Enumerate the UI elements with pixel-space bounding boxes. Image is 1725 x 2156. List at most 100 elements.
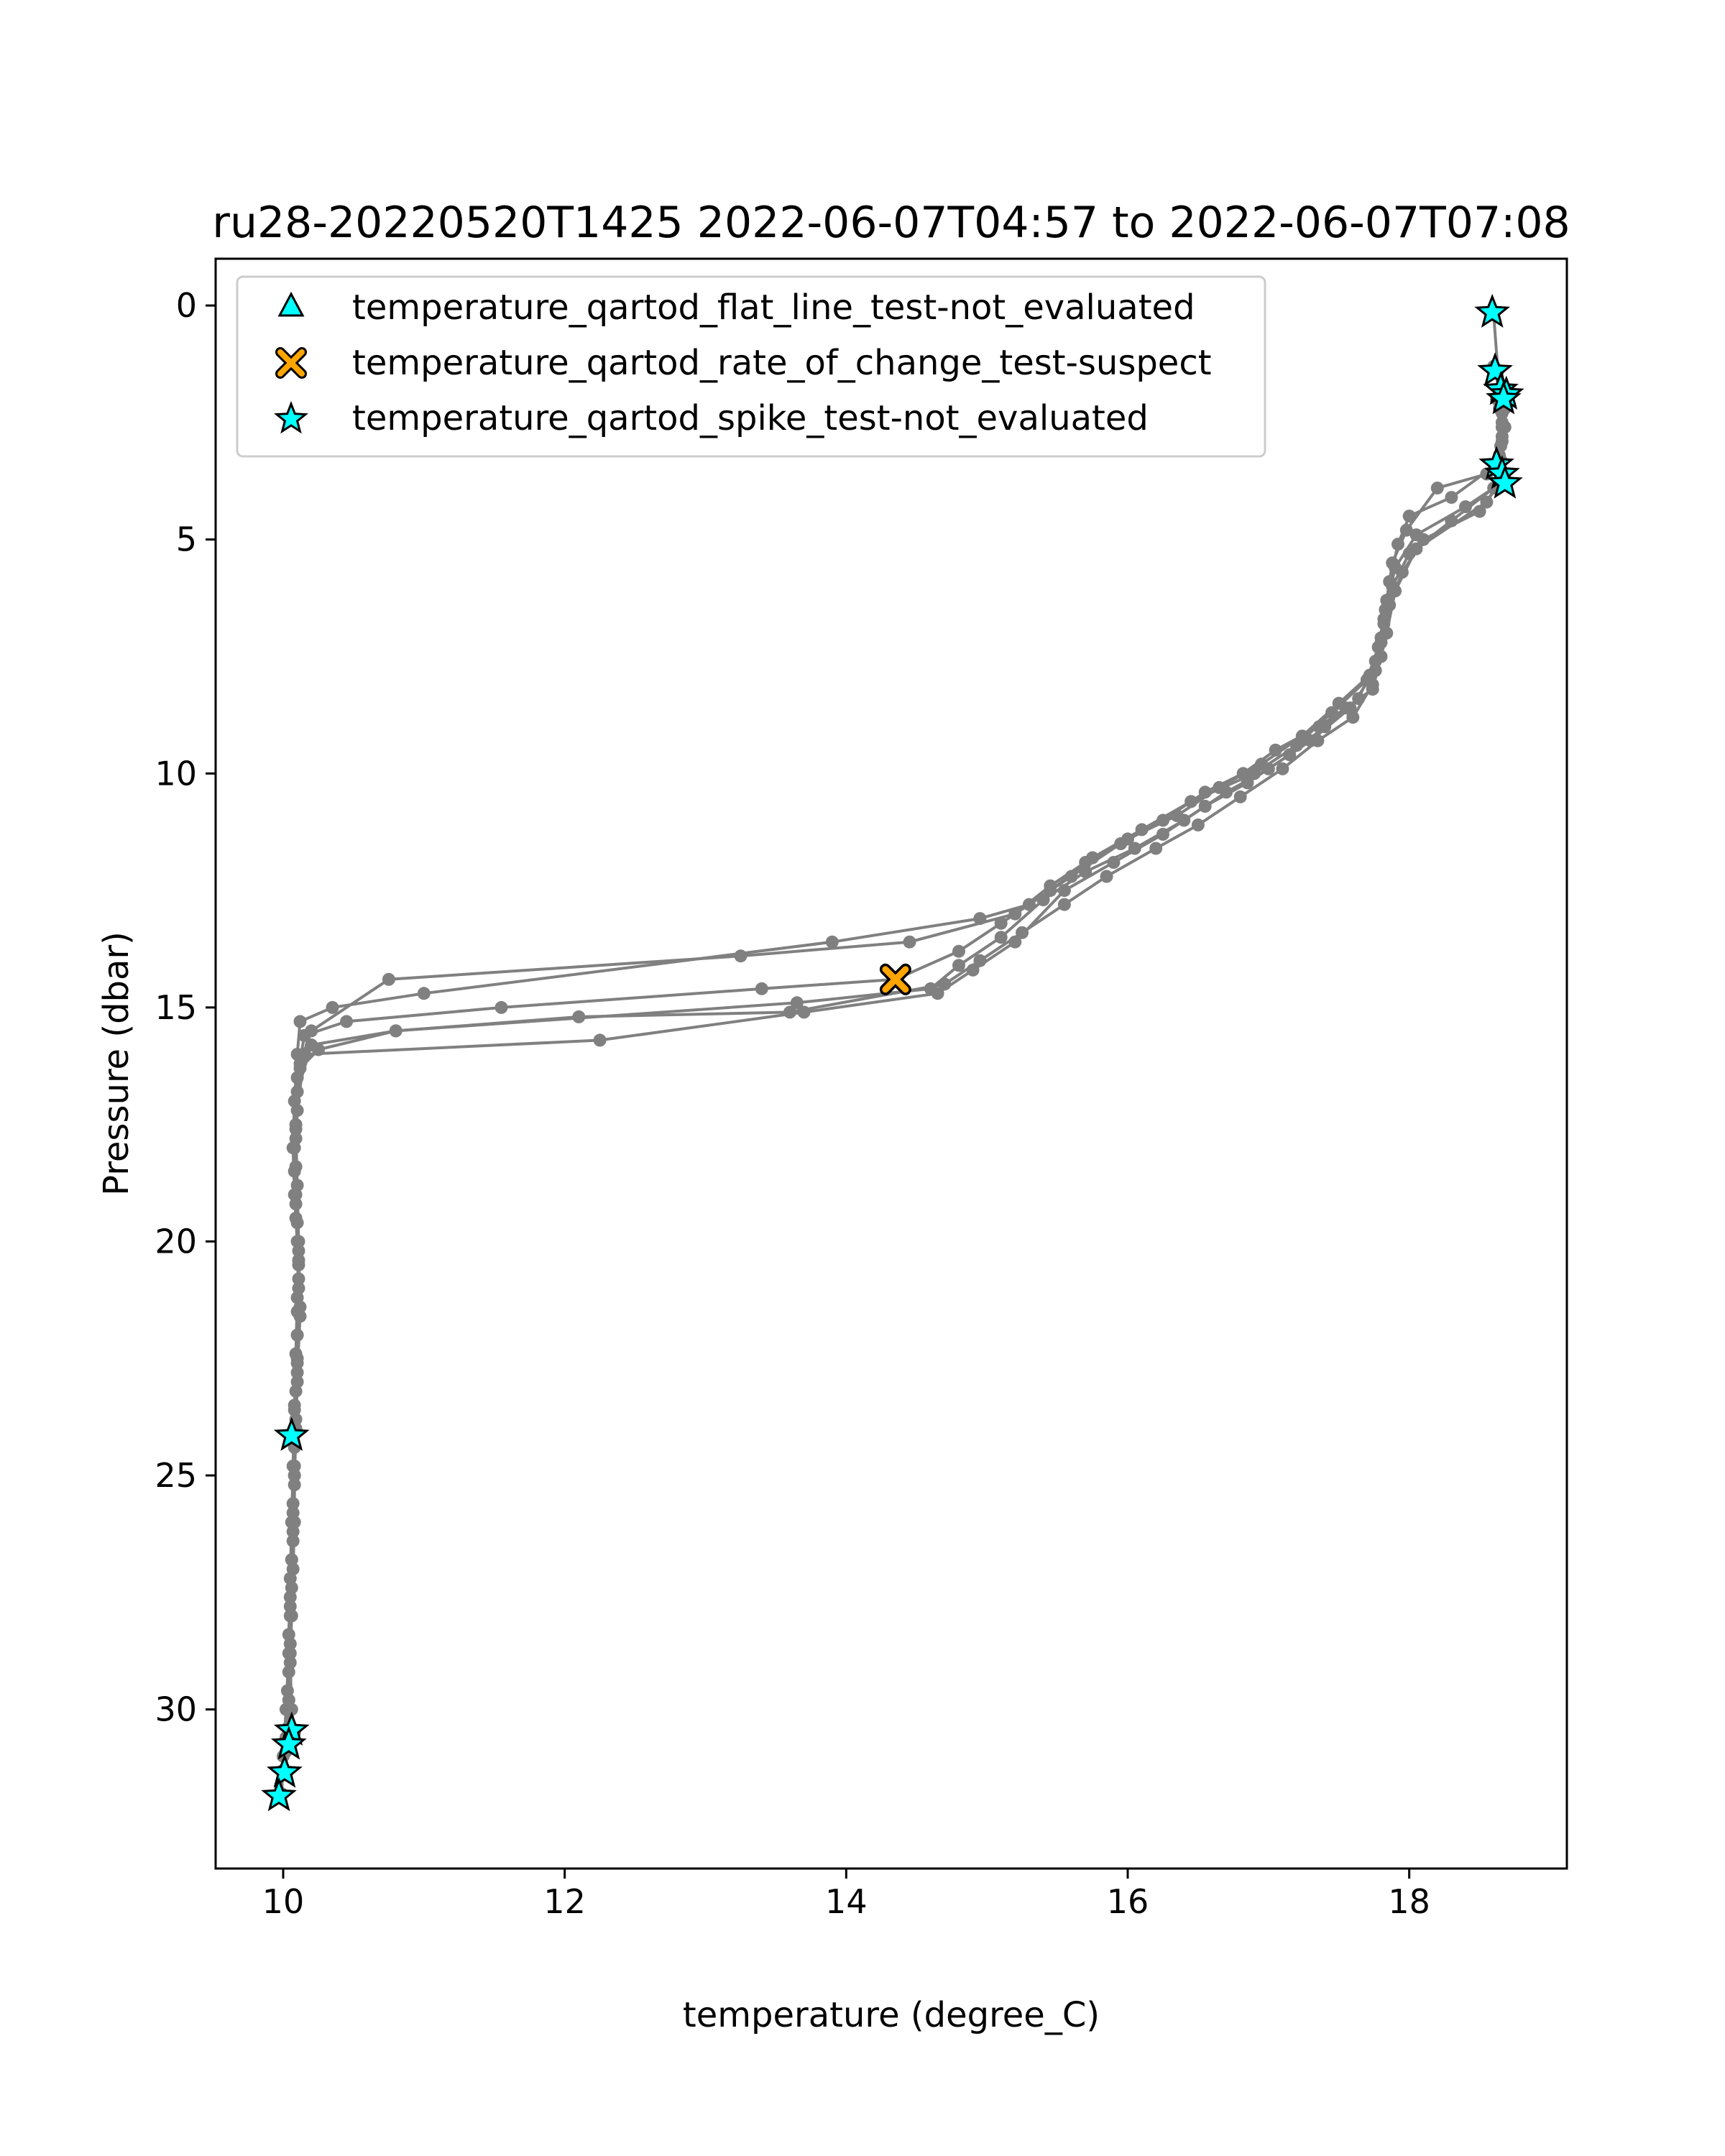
data-point [1495, 435, 1509, 448]
data-point [966, 963, 980, 977]
data-point [282, 1628, 295, 1641]
data-point [1191, 818, 1205, 831]
legend-label-spike: temperature_qartod_spike_test-not_evalua… [352, 398, 1149, 438]
data-point [1430, 482, 1444, 495]
data-point [1184, 795, 1198, 808]
y-tick-label: 25 [155, 1456, 197, 1495]
data-point [1399, 523, 1413, 537]
legend-entry-rate-of-change: temperature_qartod_rate_of_change_test-s… [275, 343, 1212, 383]
data-point [952, 959, 965, 972]
data-point [994, 931, 1008, 944]
x-axis-ticks: 10 12 14 16 18 [262, 1869, 1430, 1921]
data-point [952, 944, 965, 958]
y-tick-label: 30 [155, 1690, 197, 1729]
data-point [1343, 701, 1357, 715]
data-point [1057, 898, 1071, 911]
data-point [1409, 542, 1423, 556]
plot-area [216, 259, 1567, 1869]
legend: temperature_qartod_flat_line_test-not_ev… [236, 275, 1266, 458]
y-tick-label: 20 [155, 1222, 197, 1261]
x-tick-label: 12 [543, 1882, 586, 1921]
spike-not-evaluated-marker [1486, 380, 1522, 415]
data-point [1480, 495, 1494, 509]
data-point [288, 1141, 301, 1155]
legend-label-rate-of-change: temperature_qartod_rate_of_change_test-s… [352, 343, 1212, 383]
data-point [290, 1291, 304, 1304]
data-point [1389, 584, 1402, 598]
y-tick-label: 15 [155, 988, 197, 1027]
data-point [755, 982, 768, 995]
spike-not-evaluated-marker [1477, 352, 1513, 387]
data-point [1177, 814, 1191, 827]
x-marker-icon-fill [277, 349, 305, 377]
flagged-markers [261, 293, 1524, 1812]
spike-not-evaluated-marker [1474, 293, 1511, 328]
star-marker-icon [274, 400, 308, 434]
data-point [1325, 706, 1338, 719]
data-point [286, 1460, 300, 1473]
data-point [1459, 500, 1472, 514]
data-point [1445, 491, 1458, 505]
data-point [1008, 935, 1022, 949]
data-point [290, 1179, 304, 1192]
triangle-marker-icon [277, 291, 305, 317]
data-point [825, 935, 839, 949]
data-point [288, 1403, 301, 1416]
data-point [1220, 786, 1233, 799]
data-point [1233, 790, 1247, 803]
data-point [389, 1024, 402, 1038]
data-point [289, 1347, 303, 1360]
data-point [298, 1048, 311, 1061]
legend-box [236, 275, 1266, 458]
data-point [1135, 823, 1149, 837]
data-point [1036, 893, 1050, 907]
y-tick-label: 5 [176, 520, 197, 559]
data-point [340, 1015, 354, 1028]
data-point [994, 916, 1008, 930]
legend-entry-flat-line: temperature_qartod_flat_line_test-not_ev… [277, 287, 1195, 328]
y-axis-label: Pressure (dbar) [96, 931, 137, 1196]
spike-not-evaluated-marker [267, 1754, 303, 1788]
data-point [1332, 696, 1346, 710]
legend-entry-spike: temperature_qartod_spike_test-not_evalua… [274, 398, 1149, 438]
data-point [326, 1000, 339, 1014]
legend-label-flat-line: temperature_qartod_flat_line_test-not_ev… [352, 287, 1195, 328]
data-point [283, 1572, 297, 1585]
spike-not-evaluated-marker [270, 1726, 307, 1760]
data-point [293, 1015, 307, 1028]
data-point [734, 949, 748, 963]
data-point [1380, 626, 1394, 640]
spike-not-evaluated-marker [273, 1416, 310, 1451]
data-point [298, 1028, 311, 1042]
data-point [1086, 851, 1099, 865]
data-point [903, 935, 916, 949]
data-point [293, 1061, 307, 1075]
chart-title: ru28-20220520T1425 2022-06-07T04:57 to 2… [212, 198, 1570, 248]
data-point [280, 1684, 294, 1697]
y-axis-ticks: 0 5 10 15 20 25 30 [155, 286, 216, 1729]
data-point [417, 987, 431, 1000]
data-point [312, 1043, 325, 1056]
data-point [1100, 870, 1113, 883]
data-point [1402, 510, 1416, 523]
data-point [1304, 734, 1317, 747]
data-point [1128, 842, 1141, 855]
data-point [1276, 762, 1289, 775]
data-point [289, 1123, 303, 1136]
plot-frame [214, 257, 1568, 1870]
data-point [285, 1516, 298, 1529]
x-tick-label: 10 [262, 1882, 305, 1921]
x-axis-label: temperature (degree_C) [683, 1995, 1100, 2035]
data-point [494, 1000, 508, 1014]
spike-not-evaluated-marker [1486, 464, 1523, 499]
data-point [382, 972, 395, 986]
y-tick-label: 10 [155, 754, 197, 793]
rate-of-change-suspect-marker-fill [882, 966, 909, 993]
data-point [924, 982, 937, 995]
data-point [292, 1235, 305, 1248]
data-point [790, 996, 804, 1010]
x-tick-label: 14 [825, 1882, 868, 1921]
data-point [1149, 842, 1163, 855]
data-point [1261, 762, 1275, 775]
x-tick-label: 16 [1107, 1882, 1149, 1921]
